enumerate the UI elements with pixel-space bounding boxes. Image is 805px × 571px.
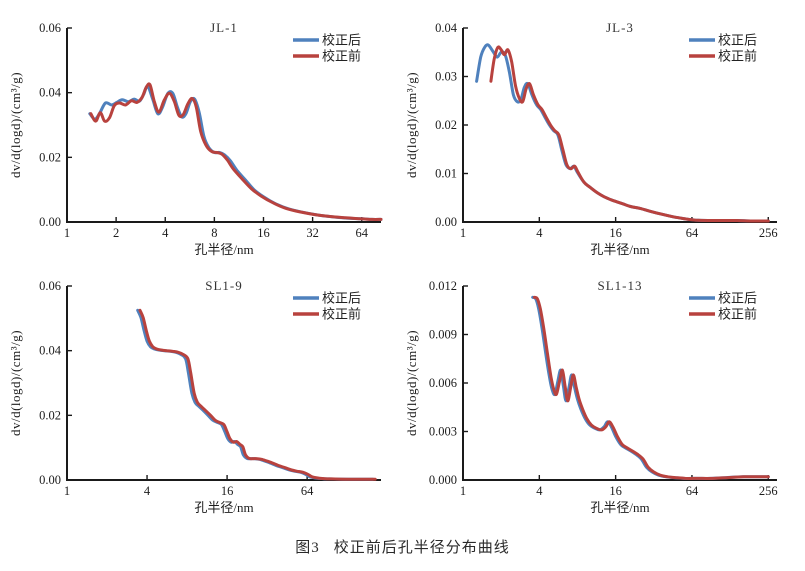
x-tick-label: 256: [759, 484, 778, 498]
x-tick-label: 4: [144, 484, 151, 498]
y-tick-label: 0.01: [435, 167, 457, 181]
x-tick-label: 1: [64, 484, 70, 498]
y-tick-label: 0.04: [435, 21, 458, 35]
x-tick-label: 1: [460, 484, 466, 498]
series-line-before: [138, 308, 377, 481]
panel-sl1-13: 1 4 16 64 256 0.000 0.003 0.006 0.009 0.012 SL1-13…: [401, 264, 797, 522]
x-tick-label: 4: [536, 484, 543, 498]
x-axis-label: 孔半径/nm: [194, 500, 253, 515]
series-line-after: [531, 295, 770, 480]
x-tick-label: 1: [460, 226, 466, 240]
chart-jl3: 1 4 16 64 256 0.00 0.01 0.02 0.03 0.04 JL-3 孔半径/nm d…: [404, 20, 778, 257]
y-tick-label: 0.00: [39, 215, 61, 229]
x-tick-label: 4: [162, 226, 169, 240]
panel-jl3: 1 4 16 64 256 0.00 0.01 0.02 0.03 0.04 JL-3 孔半径/nm d…: [401, 6, 797, 264]
x-tick-label: 32: [306, 226, 319, 240]
x-tick-label: 8: [211, 226, 217, 240]
y-tick-label: 0.04: [39, 86, 62, 100]
y-tick-label: 0.00: [435, 215, 457, 229]
chart-sl1-9: 1 4 16 64 0.00 0.02 0.04 0.06 SL1-9 孔半径/nm dv/d(lo…: [8, 278, 381, 515]
series-line-after: [88, 84, 383, 221]
y-tick-label: 0.02: [435, 118, 457, 132]
legend-label-after: 校正后: [718, 291, 757, 306]
legend-label-before: 校正前: [322, 49, 361, 64]
y-tick-label: 0.03: [435, 70, 457, 84]
y-tick-label: 0.000: [429, 473, 457, 487]
x-tick-label: 64: [686, 226, 699, 240]
figure-caption-text: 校正前后孔半径分布曲线: [333, 540, 510, 556]
charts-grid: 1 2 4 8 16 32 64 0.00 0.02 0.04 0.06 JL-1 孔半径/nm dv/d…: [0, 6, 805, 522]
x-tick-label: 64: [355, 226, 368, 240]
x-tick-label: 16: [221, 484, 234, 498]
x-axis-label: 孔半径/nm: [194, 242, 253, 257]
x-axis-label: 孔半径/nm: [590, 242, 649, 257]
legend-label-after: 校正后: [718, 33, 757, 48]
series-line-after: [136, 308, 375, 481]
chart-title: JL-3: [606, 20, 634, 35]
y-axis-label: dv/d(logd)/(cm³/g): [8, 330, 23, 436]
panel-jl1: 1 2 4 8 16 32 64 0.00 0.02 0.04 0.06 JL-1 孔半径/nm dv/d…: [5, 6, 401, 264]
x-tick-label: 16: [257, 226, 270, 240]
legend-label-before: 校正前: [718, 307, 757, 322]
chart-jl1: 1 2 4 8 16 32 64 0.00 0.02 0.04 0.06 JL-1 孔半径/nm dv/d…: [8, 20, 383, 257]
y-tick-label: 0.02: [39, 150, 61, 164]
x-axis-label: 孔半径/nm: [590, 500, 649, 515]
x-tick-label: 64: [686, 484, 699, 498]
figure-caption: 图3 校正前后孔半径分布曲线: [0, 536, 805, 557]
y-tick-label: 0.06: [39, 279, 61, 293]
y-tick-label: 0.02: [39, 408, 61, 422]
x-tick-label: 16: [609, 226, 622, 240]
y-axis-label: dv/d(logd)/(cm³/g): [404, 330, 419, 436]
series-line-after: [475, 43, 770, 223]
y-tick-label: 0.06: [39, 21, 61, 35]
x-tick-label: 4: [536, 226, 543, 240]
x-tick-label: 64: [301, 484, 314, 498]
legend-label-before: 校正前: [718, 49, 757, 64]
chart-sl1-13: 1 4 16 64 256 0.000 0.003 0.006 0.009 0.012 SL1-13…: [404, 278, 778, 515]
legend-label-after: 校正后: [322, 291, 361, 306]
series-line-before: [489, 45, 770, 223]
y-tick-label: 0.012: [429, 279, 457, 293]
legend-label-after: 校正后: [322, 33, 361, 48]
y-tick-label: 0.009: [429, 328, 457, 342]
x-tick-label: 1: [64, 226, 70, 240]
panel-sl1-9: 1 4 16 64 0.00 0.02 0.04 0.06 SL1-9 孔半径/nm dv/d(lo…: [5, 264, 401, 522]
y-tick-label: 0.006: [429, 376, 457, 390]
legend-label-before: 校正前: [322, 307, 361, 322]
x-tick-label: 256: [759, 226, 778, 240]
series-line-before: [532, 295, 770, 480]
y-tick-label: 0.04: [39, 344, 62, 358]
y-axis-label: dv/d(logd)/(cm³/g): [8, 72, 23, 178]
x-tick-label: 2: [113, 226, 119, 240]
series-line-before: [89, 82, 383, 221]
y-tick-label: 0.003: [429, 425, 457, 439]
x-tick-label: 16: [609, 484, 622, 498]
chart-title: SL1-13: [598, 278, 643, 293]
y-axis-label: dv/d(logd)/(cm³/g): [404, 72, 419, 178]
chart-title: JL-1: [210, 20, 238, 35]
chart-title: SL1-9: [205, 278, 243, 293]
figure-caption-label: 图3: [295, 540, 320, 556]
y-tick-label: 0.00: [39, 473, 61, 487]
